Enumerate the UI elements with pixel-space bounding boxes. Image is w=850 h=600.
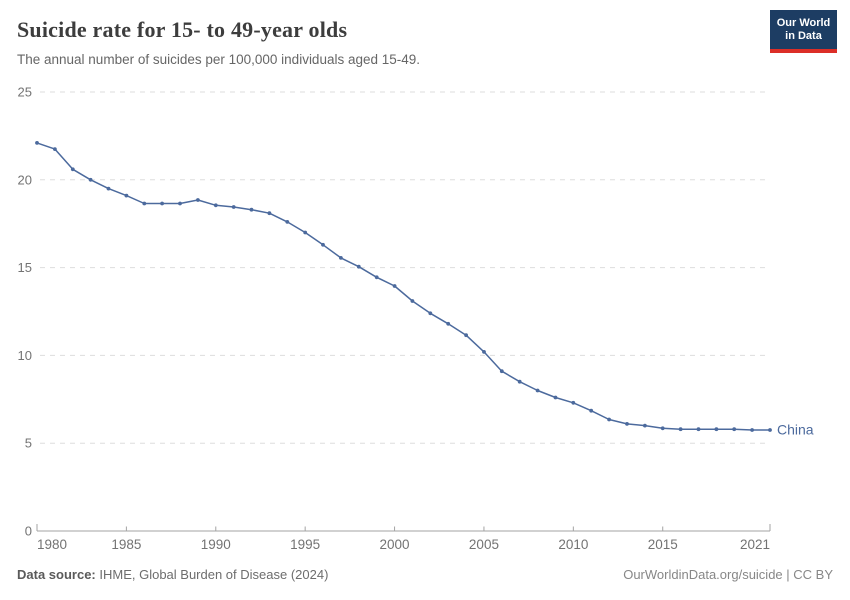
attribution-note: OurWorldinData.org/suicide | CC BY xyxy=(623,567,833,582)
y-tick-label: 0 xyxy=(25,524,32,539)
data-source-label: Data source: xyxy=(17,567,96,582)
y-tick-label: 5 xyxy=(25,436,32,451)
data-point[interactable] xyxy=(446,321,451,326)
data-source-note: Data source: IHME, Global Burden of Dise… xyxy=(17,567,328,582)
data-point[interactable] xyxy=(571,400,576,405)
y-tick-label: 15 xyxy=(18,260,32,275)
data-point[interactable] xyxy=(303,230,308,235)
data-point[interactable] xyxy=(499,369,504,374)
data-point[interactable] xyxy=(553,395,558,400)
data-point[interactable] xyxy=(535,388,540,393)
data-point[interactable] xyxy=(106,186,111,191)
data-point[interactable] xyxy=(732,427,737,432)
data-point[interactable] xyxy=(517,379,522,384)
x-tick-label: 2021 xyxy=(740,537,770,552)
data-point[interactable] xyxy=(142,201,147,206)
chart-subtitle: The annual number of suicides per 100,00… xyxy=(17,52,421,67)
y-tick-label: 20 xyxy=(18,172,32,187)
data-point[interactable] xyxy=(213,203,218,208)
y-tick-label: 25 xyxy=(18,85,32,100)
data-point[interactable] xyxy=(374,275,379,280)
data-point[interactable] xyxy=(160,201,165,206)
owid-logo[interactable]: Our World in Data xyxy=(770,10,837,53)
owid-logo-line1: Our World xyxy=(776,17,831,29)
x-tick-label: 2015 xyxy=(648,537,678,552)
data-point[interactable] xyxy=(356,264,361,269)
x-tick-label: 2010 xyxy=(558,537,588,552)
data-point[interactable] xyxy=(196,198,200,202)
data-point[interactable] xyxy=(625,422,629,426)
y-tick-label: 10 xyxy=(18,348,32,363)
data-point[interactable] xyxy=(231,205,236,209)
data-point[interactable] xyxy=(285,220,290,224)
data-point[interactable] xyxy=(178,201,182,206)
data-point[interactable] xyxy=(714,427,719,432)
data-point[interactable] xyxy=(750,428,754,432)
data-point[interactable] xyxy=(428,311,433,316)
data-point[interactable] xyxy=(589,408,594,413)
data-point[interactable] xyxy=(660,426,665,431)
owid-logo-line2: in Data xyxy=(785,30,822,42)
data-point[interactable] xyxy=(321,242,325,247)
data-point[interactable] xyxy=(339,256,343,260)
data-point[interactable] xyxy=(35,141,39,145)
data-point[interactable] xyxy=(482,350,486,354)
data-source-value: IHME, Global Burden of Disease (2024) xyxy=(95,567,329,582)
data-point[interactable] xyxy=(53,147,57,152)
data-point[interactable] xyxy=(267,211,272,216)
data-point[interactable] xyxy=(464,333,468,338)
chart-footer: Data source: IHME, Global Burden of Dise… xyxy=(17,567,833,582)
data-point[interactable] xyxy=(696,427,701,432)
series-label-china[interactable]: China xyxy=(777,422,814,438)
x-tick-label: 2005 xyxy=(469,537,499,552)
page-title: Suicide rate for 15- to 49-year olds xyxy=(17,17,348,42)
data-point[interactable] xyxy=(70,167,75,172)
data-point[interactable] xyxy=(249,207,254,212)
data-point[interactable] xyxy=(392,284,397,288)
data-point[interactable] xyxy=(768,428,772,432)
data-point[interactable] xyxy=(124,193,129,198)
x-tick-label: 1985 xyxy=(111,537,141,552)
data-point[interactable] xyxy=(88,177,93,182)
x-tick-label: 2000 xyxy=(380,537,410,552)
x-tick-label: 1995 xyxy=(290,537,320,552)
series-line-china[interactable] xyxy=(36,142,771,431)
x-tick-label: 1980 xyxy=(37,537,67,552)
x-tick-label: 1990 xyxy=(201,537,231,552)
data-point[interactable] xyxy=(678,427,683,432)
data-point[interactable] xyxy=(643,423,647,428)
data-point[interactable] xyxy=(410,299,415,303)
data-point[interactable] xyxy=(607,417,611,422)
